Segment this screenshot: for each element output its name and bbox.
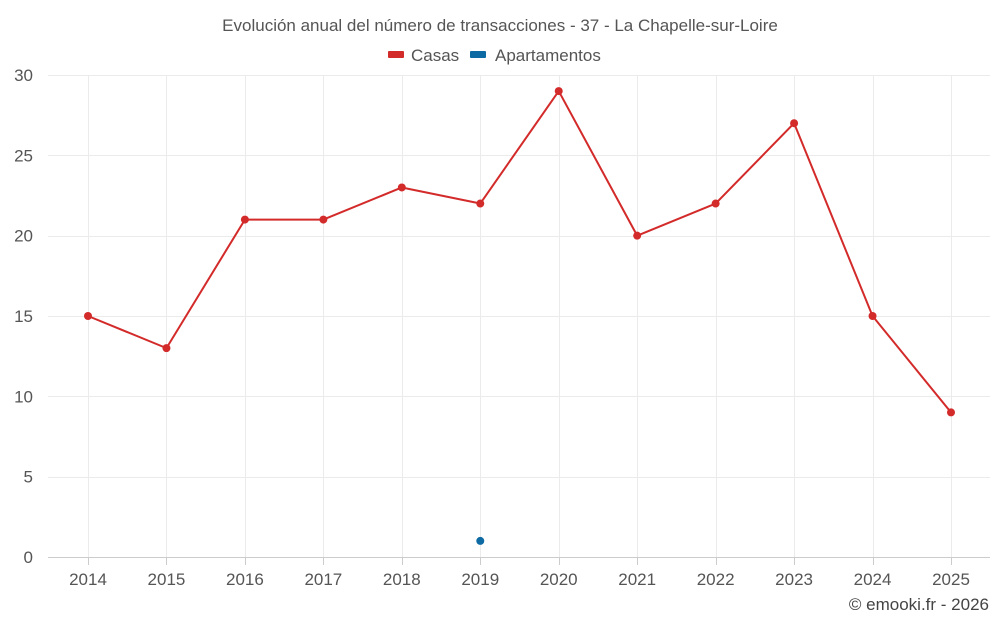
data-point-casas[interactable] [633, 231, 642, 240]
y-tick-label: 0 [24, 548, 33, 567]
data-point-casas[interactable] [947, 408, 955, 417]
y-tick-label: 10 [14, 387, 33, 406]
data-point-casas[interactable] [476, 199, 485, 208]
y-axis-ticks: 0 5 10 15 20 25 30 [14, 66, 33, 567]
chart-title: Evolución anual del número de transaccio… [222, 16, 778, 35]
legend-item-casas[interactable]: Casas [388, 46, 459, 65]
data-point-casas[interactable] [319, 215, 328, 224]
x-tick-label: 2025 [932, 570, 970, 589]
x-tick-label: 2018 [383, 570, 421, 589]
y-tick-label: 15 [14, 307, 33, 326]
series-points [84, 87, 955, 545]
grid [48, 75, 990, 557]
data-point-apartamentos[interactable] [476, 536, 485, 545]
legend-label-apartamentos: Apartamentos [495, 46, 601, 65]
x-tick-label: 2024 [854, 570, 892, 589]
data-point-casas[interactable] [162, 344, 171, 353]
legend-swatch-apartamentos [470, 51, 486, 58]
data-point-casas[interactable] [790, 119, 799, 128]
series-line-casas [87, 90, 952, 414]
x-tick-label: 2019 [461, 570, 499, 589]
series-lines [87, 90, 952, 414]
data-point-casas[interactable] [397, 183, 406, 192]
credit-text: © emooki.fr - 2026 [849, 595, 989, 614]
x-tick-label: 2022 [697, 570, 735, 589]
x-tick-label: 2015 [148, 570, 186, 589]
legend-label-casas: Casas [411, 46, 459, 65]
y-tick-label: 20 [14, 227, 33, 246]
legend: Casas Apartamentos [388, 46, 601, 65]
data-point-casas[interactable] [240, 215, 249, 224]
x-tick-label: 2023 [775, 570, 813, 589]
y-tick-label: 25 [14, 146, 33, 165]
x-tick-label: 2020 [540, 570, 578, 589]
x-tick-label: 2014 [69, 570, 107, 589]
x-tick-label: 2016 [226, 570, 264, 589]
x-tick-label: 2021 [618, 570, 656, 589]
data-point-casas[interactable] [868, 312, 877, 320]
y-tick-label: 5 [24, 468, 33, 487]
data-point-casas[interactable] [554, 87, 563, 96]
data-point-casas[interactable] [84, 312, 92, 320]
legend-item-apartamentos[interactable]: Apartamentos [470, 46, 601, 65]
x-tick-label: 2017 [304, 570, 342, 589]
legend-swatch-casas [388, 51, 404, 58]
data-point-casas[interactable] [711, 199, 720, 208]
y-tick-label: 30 [14, 66, 33, 85]
x-axis-ticks: 2014 2015 2016 2017 2018 2019 2020 2021 2022 2023… [69, 557, 970, 589]
